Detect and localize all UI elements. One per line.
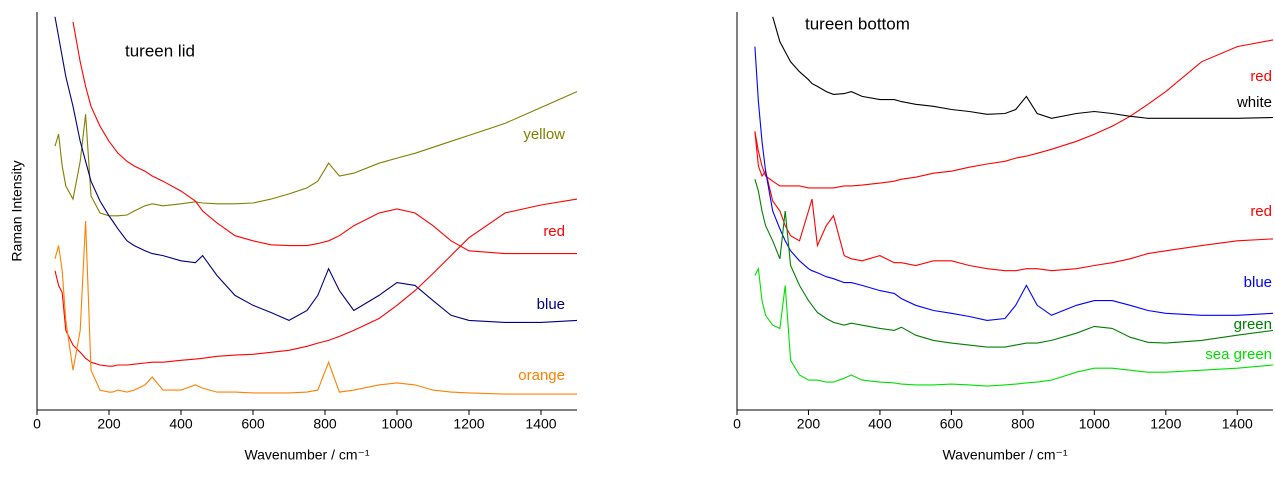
series-label: white (1236, 94, 1272, 111)
x-tick-label: 0 (33, 416, 41, 432)
x-tick-label: 600 (241, 416, 265, 432)
x-tick-label: 400 (169, 416, 193, 432)
spectrum-line (754, 131, 1274, 272)
spectrum-line (54, 198, 578, 367)
spectrum-line (754, 39, 1274, 189)
panel-title: tureen bottom (805, 14, 910, 33)
x-tick-label: 400 (868, 416, 892, 432)
series-label: blue (537, 296, 565, 313)
x-tick-label: 1400 (525, 416, 556, 432)
spectrum-line (772, 16, 1274, 119)
x-tick-label: 1200 (1150, 416, 1181, 432)
series-label: red (1250, 68, 1272, 85)
x-axis-label: Wavenumber / cm⁻¹ (942, 447, 1067, 463)
series-label: sea green (1205, 346, 1272, 363)
x-tick-label: 1400 (1222, 416, 1253, 432)
y-axis-label: Raman Intensity (9, 160, 25, 261)
spectrum-line (54, 220, 577, 395)
x-tick-label: 200 (97, 416, 121, 432)
series-label: green (1234, 316, 1272, 333)
x-axis-label: Wavenumber / cm⁻¹ (244, 447, 369, 463)
x-tick-label: 0 (733, 416, 741, 432)
x-tick-label: 1200 (453, 416, 484, 432)
panel-title: tureen lid (125, 41, 195, 60)
x-tick-label: 800 (1011, 416, 1035, 432)
x-tick-label: 1000 (1079, 416, 1110, 432)
spectrum-line (54, 91, 578, 217)
spectrum-line (72, 21, 577, 255)
x-tick-label: 600 (940, 416, 964, 432)
spectrum-line (754, 179, 1274, 348)
x-tick-label: 800 (313, 416, 337, 432)
x-tick-label: 1000 (381, 416, 412, 432)
series-label: blue (1244, 274, 1272, 291)
spectrum-line (754, 46, 1274, 321)
series-label: yellow (523, 126, 565, 143)
series-label: red (1250, 203, 1272, 220)
series-label: orange (518, 367, 565, 384)
series-label: red (543, 223, 565, 240)
spectrum-line (754, 266, 1274, 387)
x-tick-label: 200 (797, 416, 821, 432)
spectrum-line (54, 16, 578, 323)
